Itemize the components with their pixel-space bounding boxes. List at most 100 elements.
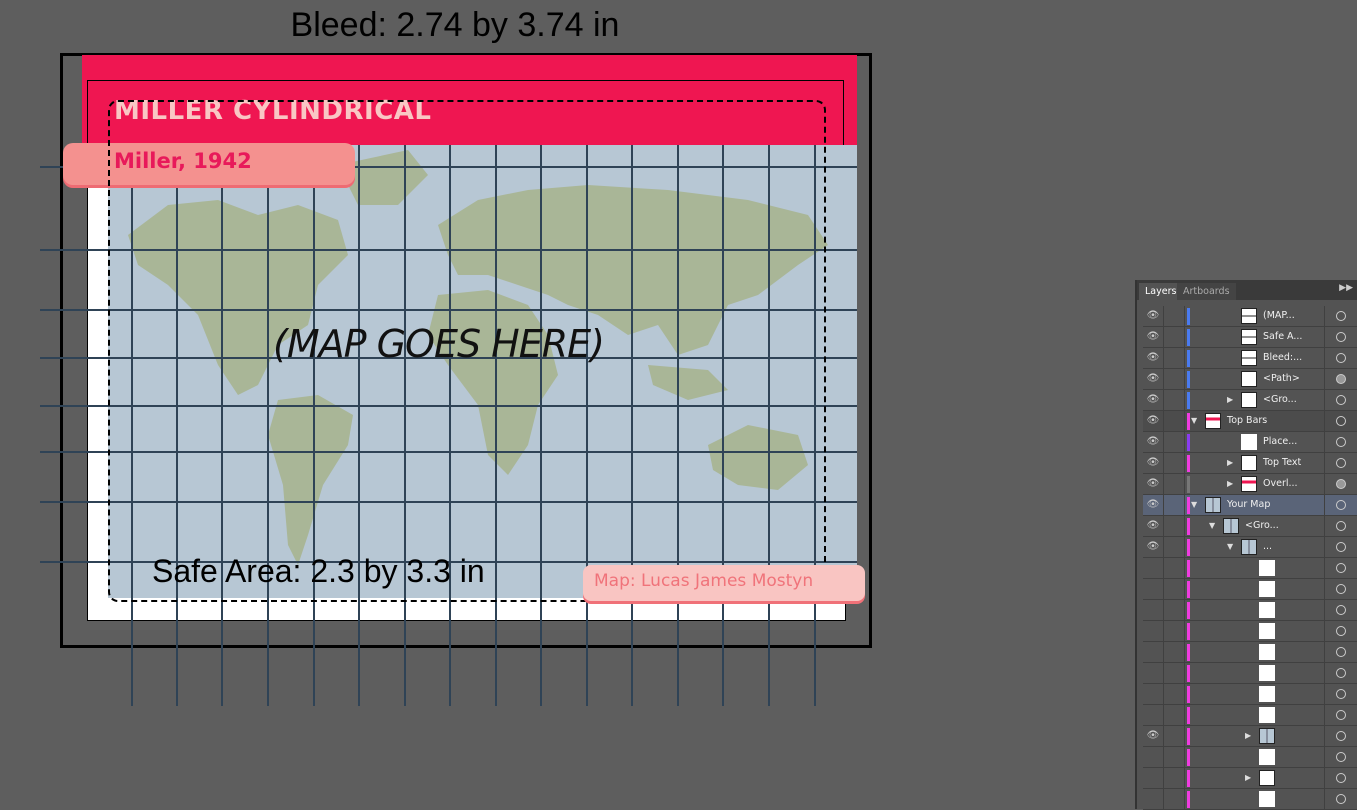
layer-row[interactable]: 👁 ▶ bbox=[1143, 726, 1357, 747]
expand-down-icon[interactable]: ▼ bbox=[1209, 521, 1216, 530]
layer-row[interactable]: 👁 Place... bbox=[1143, 432, 1357, 453]
visibility-toggle[interactable] bbox=[1143, 789, 1164, 809]
lock-toggle[interactable] bbox=[1164, 453, 1185, 473]
layer-name[interactable]: Bleed:... bbox=[1263, 352, 1303, 363]
layer-row[interactable]: 👁 <Path> bbox=[1143, 369, 1357, 390]
layer-row[interactable]: 👁 ▼ Your Map bbox=[1143, 495, 1357, 516]
lock-toggle[interactable] bbox=[1164, 642, 1185, 662]
target-circle-icon[interactable] bbox=[1324, 600, 1357, 620]
target-circle-icon[interactable] bbox=[1324, 495, 1357, 515]
layer-name[interactable]: <Path> bbox=[1263, 373, 1300, 384]
lock-toggle[interactable] bbox=[1164, 474, 1185, 494]
visibility-toggle[interactable]: 👁 bbox=[1143, 726, 1164, 746]
layer-row[interactable] bbox=[1143, 705, 1357, 726]
lock-toggle[interactable] bbox=[1164, 768, 1185, 788]
layer-row[interactable] bbox=[1143, 621, 1357, 642]
lock-toggle[interactable] bbox=[1164, 558, 1185, 578]
target-circle-icon[interactable] bbox=[1324, 453, 1357, 473]
layer-row[interactable]: 👁 ▶ <Gro... bbox=[1143, 390, 1357, 411]
visibility-toggle[interactable] bbox=[1143, 768, 1164, 788]
lock-toggle[interactable] bbox=[1164, 663, 1185, 683]
layer-row[interactable] bbox=[1143, 600, 1357, 621]
visibility-toggle[interactable]: 👁 bbox=[1143, 411, 1164, 431]
target-circle-icon[interactable] bbox=[1324, 747, 1357, 767]
target-circle-icon[interactable] bbox=[1324, 663, 1357, 683]
expand-right-icon[interactable]: ▶ bbox=[1227, 479, 1234, 488]
target-circle-icon[interactable] bbox=[1324, 621, 1357, 641]
visibility-toggle[interactable]: 👁 bbox=[1143, 432, 1164, 452]
visibility-toggle[interactable] bbox=[1143, 663, 1164, 683]
visibility-toggle[interactable] bbox=[1143, 600, 1164, 620]
lock-toggle[interactable] bbox=[1164, 579, 1185, 599]
layer-row[interactable]: ▶ bbox=[1143, 768, 1357, 789]
target-circle-icon[interactable] bbox=[1324, 474, 1357, 494]
visibility-toggle[interactable] bbox=[1143, 684, 1164, 704]
lock-toggle[interactable] bbox=[1164, 306, 1185, 326]
layer-row[interactable] bbox=[1143, 747, 1357, 768]
layer-row[interactable] bbox=[1143, 684, 1357, 705]
expand-right-icon[interactable]: ▶ bbox=[1245, 731, 1252, 740]
layer-row[interactable]: 👁 (MAP... bbox=[1143, 306, 1357, 327]
layer-name[interactable]: ... bbox=[1263, 541, 1273, 552]
layer-name[interactable]: Top Text bbox=[1263, 457, 1302, 468]
expand-right-icon[interactable]: ▶ bbox=[1227, 395, 1234, 404]
expand-right-icon[interactable]: ▶ bbox=[1245, 773, 1252, 782]
layer-row[interactable]: 👁 ▼ <Gro... bbox=[1143, 516, 1357, 537]
panel-menu-icon[interactable]: ▶▶ bbox=[1339, 283, 1353, 293]
lock-toggle[interactable] bbox=[1164, 432, 1185, 452]
target-circle-icon[interactable] bbox=[1324, 684, 1357, 704]
visibility-toggle[interactable]: 👁 bbox=[1143, 348, 1164, 368]
visibility-toggle[interactable] bbox=[1143, 747, 1164, 767]
lock-toggle[interactable] bbox=[1164, 495, 1185, 515]
layer-row[interactable]: 👁 ▶ Top Text bbox=[1143, 453, 1357, 474]
layer-row[interactable] bbox=[1143, 579, 1357, 600]
layer-row[interactable] bbox=[1143, 789, 1357, 810]
layer-name[interactable]: (MAP... bbox=[1263, 310, 1295, 321]
layer-name[interactable]: Place... bbox=[1263, 436, 1298, 447]
layer-name[interactable]: Your Map bbox=[1227, 499, 1271, 510]
visibility-toggle[interactable]: 👁 bbox=[1143, 516, 1164, 536]
lock-toggle[interactable] bbox=[1164, 369, 1185, 389]
lock-toggle[interactable] bbox=[1164, 600, 1185, 620]
target-circle-icon[interactable] bbox=[1324, 558, 1357, 578]
visibility-toggle[interactable] bbox=[1143, 705, 1164, 725]
target-circle-icon[interactable] bbox=[1324, 306, 1357, 326]
target-circle-icon[interactable] bbox=[1324, 348, 1357, 368]
expand-down-icon[interactable]: ▼ bbox=[1191, 500, 1198, 509]
target-circle-icon[interactable] bbox=[1324, 789, 1357, 809]
layer-name[interactable]: <Gro... bbox=[1245, 520, 1279, 531]
visibility-toggle[interactable] bbox=[1143, 621, 1164, 641]
target-circle-icon[interactable] bbox=[1324, 516, 1357, 536]
layer-row[interactable]: 👁 ▶ Overl... bbox=[1143, 474, 1357, 495]
map-subtitle[interactable]: Miller, 1942 bbox=[114, 149, 252, 173]
layer-name[interactable]: Overl... bbox=[1263, 478, 1298, 489]
layer-row[interactable]: 👁 ▼... bbox=[1143, 537, 1357, 558]
expand-down-icon[interactable]: ▼ bbox=[1227, 542, 1234, 551]
bleed-rectangle[interactable] bbox=[60, 53, 872, 648]
lock-toggle[interactable] bbox=[1164, 327, 1185, 347]
lock-toggle[interactable] bbox=[1164, 621, 1185, 641]
target-circle-icon[interactable] bbox=[1324, 768, 1357, 788]
visibility-toggle[interactable]: 👁 bbox=[1143, 453, 1164, 473]
visibility-toggle[interactable]: 👁 bbox=[1143, 369, 1164, 389]
layer-row[interactable]: 👁 ▼ Top Bars bbox=[1143, 411, 1357, 432]
tab-layers[interactable]: Layers bbox=[1139, 283, 1183, 300]
layer-row[interactable]: 👁 Bleed:... bbox=[1143, 348, 1357, 369]
visibility-toggle[interactable]: 👁 bbox=[1143, 327, 1164, 347]
target-circle-icon[interactable] bbox=[1324, 705, 1357, 725]
visibility-toggle[interactable] bbox=[1143, 579, 1164, 599]
layer-name[interactable]: Safe A... bbox=[1263, 331, 1303, 342]
world-map[interactable] bbox=[108, 145, 857, 598]
target-circle-icon[interactable] bbox=[1324, 411, 1357, 431]
layer-row[interactable] bbox=[1143, 558, 1357, 579]
visibility-toggle[interactable] bbox=[1143, 558, 1164, 578]
layer-name[interactable]: Top Bars bbox=[1227, 415, 1268, 426]
lock-toggle[interactable] bbox=[1164, 747, 1185, 767]
visibility-toggle[interactable] bbox=[1143, 642, 1164, 662]
target-circle-icon[interactable] bbox=[1324, 726, 1357, 746]
map-credit[interactable]: Map: Lucas James Mostyn bbox=[594, 571, 814, 591]
visibility-toggle[interactable]: 👁 bbox=[1143, 390, 1164, 410]
target-circle-icon[interactable] bbox=[1324, 369, 1357, 389]
expand-right-icon[interactable]: ▶ bbox=[1227, 458, 1234, 467]
target-circle-icon[interactable] bbox=[1324, 327, 1357, 347]
